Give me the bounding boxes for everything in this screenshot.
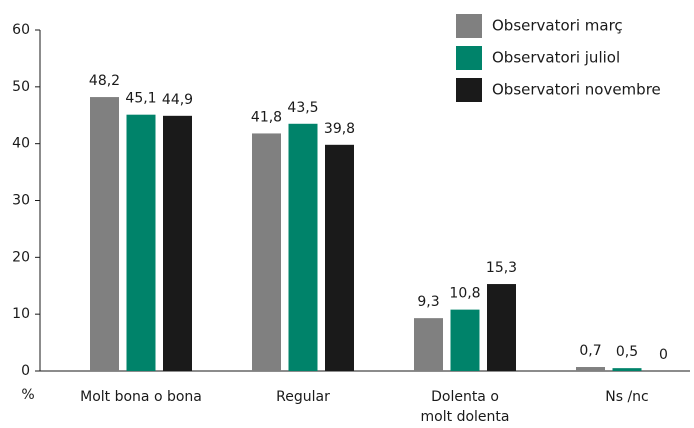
data-label: 0 bbox=[659, 347, 668, 363]
data-label: 44,9 bbox=[162, 92, 193, 108]
legend-label: Observatori març bbox=[492, 17, 623, 35]
data-label: 0,5 bbox=[616, 344, 638, 360]
legend-label: Observatori novembre bbox=[492, 81, 661, 99]
legend-swatch bbox=[456, 46, 482, 70]
bar bbox=[325, 144, 354, 371]
legend-swatch bbox=[456, 14, 482, 38]
y-tick-label: 20 bbox=[12, 249, 30, 265]
bar bbox=[450, 309, 480, 371]
data-label: 39,8 bbox=[324, 121, 355, 137]
bar bbox=[576, 367, 605, 371]
legend-swatch bbox=[456, 78, 482, 102]
data-label: 41,8 bbox=[251, 109, 282, 125]
bar bbox=[126, 114, 156, 371]
y-tick-label: 60 bbox=[12, 22, 30, 38]
y-tick-label: 10 bbox=[12, 306, 30, 322]
bar bbox=[414, 318, 443, 371]
bar bbox=[90, 97, 119, 372]
bar bbox=[163, 115, 192, 372]
x-tick-label: Molt bona o bona bbox=[80, 389, 202, 405]
x-tick-label: Ns /nc bbox=[605, 389, 649, 405]
bar bbox=[288, 123, 318, 372]
y-tick-label: 40 bbox=[12, 136, 30, 152]
data-label: 9,3 bbox=[417, 294, 439, 310]
data-label: 15,3 bbox=[486, 260, 517, 276]
data-label: 48,2 bbox=[89, 73, 120, 89]
bar bbox=[252, 133, 281, 371]
data-label: 45,1 bbox=[125, 91, 156, 107]
y-tick-label: 50 bbox=[12, 79, 30, 95]
x-tick-label: Regular bbox=[276, 389, 330, 405]
data-label: 0,7 bbox=[579, 343, 601, 359]
y-tick-label: 0 bbox=[21, 363, 30, 379]
data-label: 10,8 bbox=[449, 286, 480, 302]
bar bbox=[612, 368, 642, 371]
legend-label: Observatori juliol bbox=[492, 49, 620, 67]
bar bbox=[487, 284, 516, 371]
data-label: 43,5 bbox=[287, 100, 318, 116]
y-tick-label: 30 bbox=[12, 193, 30, 209]
x-tick-label: Dolenta o molt dolenta bbox=[420, 389, 510, 425]
y-axis-label: % bbox=[21, 387, 34, 403]
